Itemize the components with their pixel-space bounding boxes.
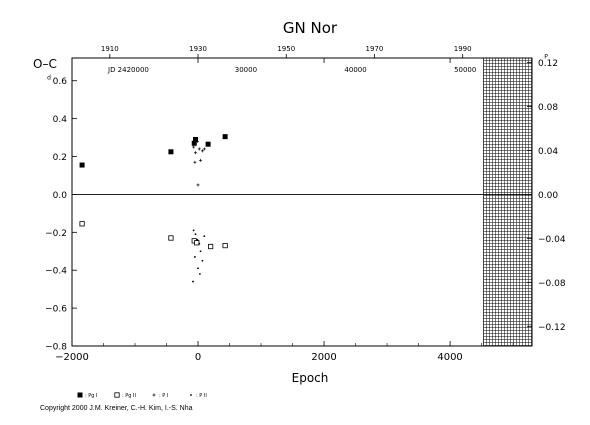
data-point-pg1 bbox=[222, 134, 228, 140]
y-tick-label: 0.6 bbox=[53, 77, 68, 87]
data-point-pg2 bbox=[79, 221, 85, 227]
data-point-pg1 bbox=[205, 141, 211, 147]
x-tick-label: 4000 bbox=[437, 352, 462, 363]
data-point-p1 bbox=[193, 160, 197, 164]
data-point-pg1 bbox=[191, 140, 197, 146]
y-tick-label: 0.4 bbox=[53, 115, 68, 125]
data-point-p2 bbox=[192, 280, 194, 283]
y-tick-label: −0.8 bbox=[45, 343, 67, 353]
data-point-pg1 bbox=[193, 136, 199, 142]
data-point-p1 bbox=[152, 393, 156, 397]
data-point-pg2 bbox=[194, 240, 200, 246]
data-point-p2 bbox=[199, 273, 201, 275]
right-tick-label: −0.12 bbox=[538, 323, 566, 333]
data-point-p1 bbox=[192, 145, 196, 149]
chart-title: GN Nor bbox=[283, 19, 338, 37]
legend-label: : P II bbox=[196, 393, 207, 399]
data-point-p1 bbox=[202, 147, 206, 151]
plot-frame bbox=[71, 57, 533, 347]
y-tick-label: 0.2 bbox=[53, 153, 67, 163]
x-axis-label: Epoch bbox=[292, 371, 329, 385]
data-point-p2 bbox=[197, 267, 199, 270]
y-unit-suffix: d bbox=[47, 75, 51, 82]
data-point-p1 bbox=[196, 183, 200, 187]
year-tick-label: 1970 bbox=[366, 45, 384, 53]
data-point-pg2 bbox=[222, 242, 228, 249]
data-point-pg2 bbox=[208, 243, 214, 250]
julian-date-label: JD 2420000 bbox=[107, 66, 149, 74]
data-point-p1 bbox=[195, 139, 199, 143]
axis-ticks: −2000 0 2000 4000 −0.8 −0.6 −0.4 −0.2 0.0 0.2 0.4 0… bbox=[45, 45, 566, 363]
jd-tick-label: 30000 bbox=[235, 66, 257, 74]
x-tick-label: −2000 bbox=[55, 352, 89, 363]
right-tick-label: 0.08 bbox=[538, 103, 558, 113]
unobserved-range-hatch bbox=[483, 57, 533, 347]
copyright-notice: Copyright 2000 J.M. Kreiner, C.-H. Kim, … bbox=[40, 405, 193, 412]
y-tick-label: −0.2 bbox=[45, 229, 67, 239]
data-point-p2 bbox=[190, 394, 192, 396]
data-point-p2 bbox=[193, 256, 196, 258]
plot-border bbox=[71, 57, 533, 347]
legend-label: : Pg II bbox=[122, 393, 136, 399]
data-points bbox=[79, 134, 228, 283]
right-tick-label: 0.12 bbox=[538, 59, 558, 69]
data-point-p1 bbox=[200, 149, 204, 153]
data-point-p2 bbox=[196, 238, 199, 241]
jd-tick-label: 40000 bbox=[344, 66, 366, 74]
y-tick-label: 0.0 bbox=[53, 191, 68, 201]
year-tick-label: 1950 bbox=[277, 45, 295, 53]
data-point-pg1 bbox=[79, 162, 85, 168]
y-axis-label: O–C bbox=[33, 57, 57, 71]
hatched-region bbox=[483, 57, 533, 347]
right-tick-label: 0.00 bbox=[538, 191, 558, 201]
data-point-pg2 bbox=[114, 392, 120, 398]
data-point-p2 bbox=[203, 235, 206, 238]
data-point-pg1 bbox=[168, 149, 174, 155]
data-point-p2 bbox=[192, 229, 195, 232]
year-tick-label: 1930 bbox=[189, 45, 207, 53]
y-tick-label: −0.6 bbox=[45, 305, 67, 315]
jd-tick-label: 50000 bbox=[454, 66, 476, 74]
year-tick-label: 1990 bbox=[454, 45, 472, 53]
y-tick-label: −0.4 bbox=[45, 267, 67, 277]
year-tick-label: 1910 bbox=[101, 45, 119, 53]
data-point-p1 bbox=[197, 147, 201, 151]
x-tick-label: 0 bbox=[195, 352, 201, 363]
right-tick-label: −0.04 bbox=[538, 235, 566, 245]
legend-label: : P I bbox=[159, 393, 168, 399]
right-unit-suffix: P bbox=[544, 54, 548, 61]
data-point-p2 bbox=[198, 242, 201, 245]
data-point-p2 bbox=[199, 250, 202, 253]
right-tick-label: 0.04 bbox=[538, 147, 558, 157]
data-point-p2 bbox=[194, 233, 197, 236]
right-tick-label: −0.08 bbox=[538, 279, 566, 289]
legend: : Pg I : Pg II : P I : P II bbox=[77, 392, 207, 399]
x-tick-label: 2000 bbox=[311, 352, 336, 363]
data-point-p1 bbox=[194, 151, 198, 155]
legend-label: : Pg I bbox=[85, 393, 98, 399]
data-point-p2 bbox=[201, 259, 204, 262]
data-point-pg2 bbox=[168, 235, 174, 241]
data-point-pg1 bbox=[77, 392, 83, 398]
data-point-p1 bbox=[199, 158, 203, 162]
